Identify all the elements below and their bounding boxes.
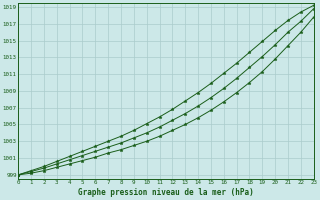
X-axis label: Graphe pression niveau de la mer (hPa): Graphe pression niveau de la mer (hPa) [78,188,254,197]
